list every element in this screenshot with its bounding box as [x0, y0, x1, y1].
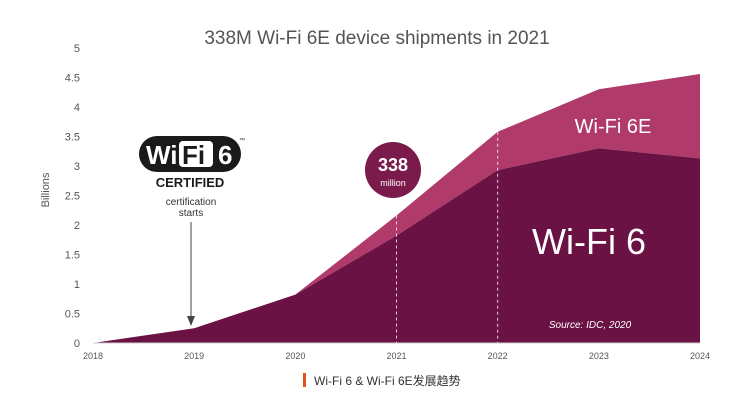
logo-six-text: 6 [218, 140, 232, 170]
series-label-wifi6e: Wi-Fi 6E [575, 116, 652, 138]
y-tick-label: 0.5 [65, 309, 80, 321]
y-ticks: 0 0.5 1 1.5 2 2.5 3 3.5 4 4.5 5 [65, 43, 80, 350]
y-tick-label: 1 [74, 279, 80, 291]
chart-title: 338M Wi-Fi 6E device shipments in 2021 [204, 28, 549, 49]
y-tick-label: 3 [74, 161, 80, 173]
y-tick-label: 2.5 [65, 191, 80, 203]
caption-accent-bar [303, 373, 306, 387]
chart: 338M Wi-Fi 6E device shipments in 2021 B… [40, 28, 710, 361]
x-tick-label: 2024 [690, 351, 710, 361]
shipment-callout: 338 million [365, 142, 421, 198]
x-tick-label: 2021 [386, 351, 406, 361]
caption-text: Wi-Fi 6 & Wi-Fi 6E发展趋势 [314, 373, 461, 388]
x-tick-label: 2022 [488, 351, 508, 361]
y-tick-label: 1.5 [65, 250, 80, 262]
year-dividers [93, 131, 700, 344]
logo-wi-text: Wi [146, 140, 178, 170]
y-axis-label: Billions [40, 172, 52, 207]
y-tick-label: 4 [74, 102, 80, 114]
x-tick-label: 2020 [285, 351, 305, 361]
y-tick-label: 2 [74, 220, 80, 232]
y-tick-label: 5 [74, 43, 80, 55]
certification-arrow [187, 222, 195, 326]
y-tick-label: 4.5 [65, 73, 80, 85]
chart-canvas: 338M Wi-Fi 6E device shipments in 2021 B… [40, 28, 710, 361]
series-labels: Wi-Fi 6E Wi-Fi 6 [532, 116, 651, 262]
wifi6-certified-logo: Wi Fi 6 ™ CERTIFIED [139, 136, 245, 190]
y-tick-label: 3.5 [65, 132, 80, 144]
logo-fi-text: Fi [182, 140, 205, 170]
certification-note-line1: certification [166, 197, 217, 208]
source-note: Source: IDC, 2020 [549, 320, 632, 331]
x-tick-label: 2019 [184, 351, 204, 361]
x-tick-label: 2018 [83, 351, 103, 361]
logo-certified-text: CERTIFIED [156, 175, 225, 190]
area-wifi6e [93, 73, 700, 344]
certification-note-line2: starts [179, 208, 203, 219]
series-label-wifi6: Wi-Fi 6 [532, 221, 646, 262]
x-tick-label: 2023 [589, 351, 609, 361]
callout-value: 338 [378, 155, 408, 175]
figure-caption: Wi-Fi 6 & Wi-Fi 6E发展趋势 [303, 372, 461, 388]
x-ticks: 2018 2019 2020 2021 2022 2023 2024 [83, 351, 710, 361]
logo-tm: ™ [239, 137, 245, 144]
y-tick-label: 0 [74, 338, 80, 350]
callout-unit: million [380, 178, 406, 188]
